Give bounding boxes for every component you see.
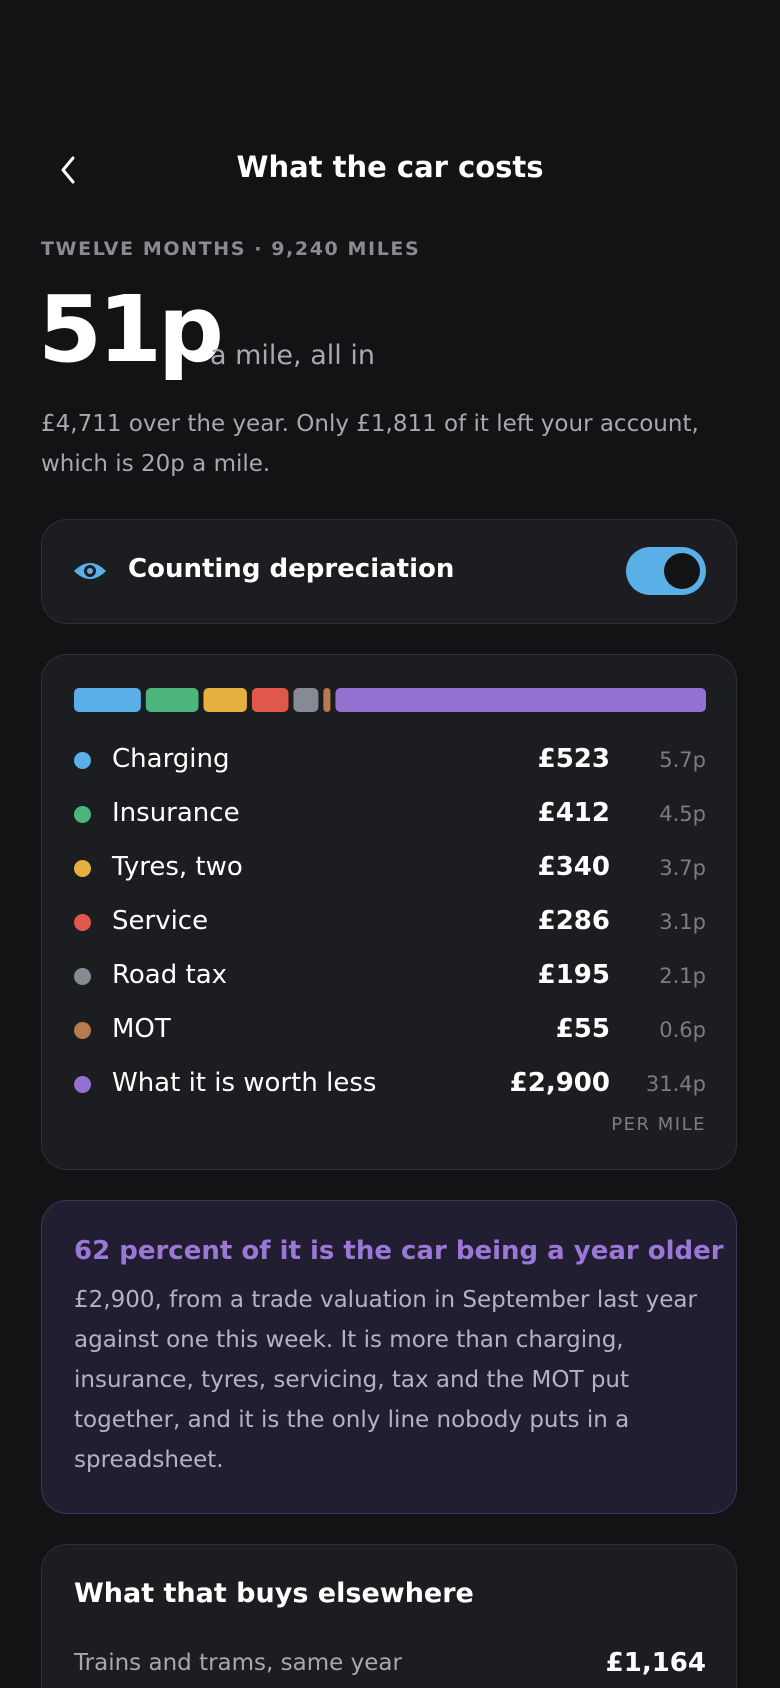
bar-segment	[323, 688, 331, 712]
legend-dot	[74, 806, 91, 823]
cost-bar	[74, 688, 706, 712]
per-mile-label: PER MILE	[611, 1114, 706, 1135]
period: TWELVE MONTHS · 9,240 MILES	[41, 238, 421, 260]
item-amount: £55	[555, 1014, 610, 1044]
bar-segment	[251, 688, 289, 712]
item-name: Charging	[112, 744, 230, 774]
item-amount: £340	[537, 852, 610, 882]
item-per-mile: 2.1p	[659, 964, 706, 988]
bar-segment	[145, 688, 199, 712]
legend-dot	[74, 860, 91, 877]
item-per-mile: 31.4p	[645, 1072, 706, 1096]
item-amount: £2,900	[509, 1068, 610, 1098]
bar-segment	[74, 688, 141, 712]
item-name: Tyres, two	[112, 852, 243, 882]
item-per-mile: 0.6p	[659, 1018, 706, 1042]
item-name: Insurance	[112, 798, 240, 828]
item-amount: £412	[537, 798, 610, 828]
item-amount: £523	[537, 744, 610, 774]
back-button[interactable]	[54, 154, 84, 186]
item-per-mile: 3.7p	[659, 856, 706, 880]
legend-dot	[74, 914, 91, 931]
breakdown-row: Insurance £412 4.5p	[74, 794, 706, 834]
breakdown-card	[41, 654, 737, 1170]
item-amount: £195	[537, 960, 610, 990]
item-per-mile: 4.5p	[659, 802, 706, 826]
legend-dot	[74, 1076, 91, 1093]
item-amount: £286	[537, 906, 610, 936]
toggle-switch[interactable]	[626, 547, 706, 595]
breakdown-row: MOT £55 0.6p	[74, 1010, 706, 1050]
legend-dot	[74, 752, 91, 769]
bar-segment	[293, 688, 319, 712]
headline-value: 51p	[38, 276, 224, 383]
breakdown-row: Road tax £195 2.1p	[74, 956, 706, 996]
item-name: MOT	[112, 1014, 171, 1044]
breakdown-row: Service £286 3.1p	[74, 902, 706, 942]
item-name: What it is worth less	[112, 1068, 377, 1098]
item-name: Service	[112, 906, 209, 936]
elsewhere-card	[41, 1544, 737, 1688]
breakdown-row: Charging £523 5.7p	[74, 740, 706, 780]
item-per-mile: 5.7p	[659, 748, 706, 772]
bar-segment	[203, 688, 247, 712]
legend-dot	[74, 1022, 91, 1039]
toggle-label: Counting depreciation	[128, 554, 455, 584]
breakdown-row: Tyres, two £340 3.7p	[74, 848, 706, 888]
breakdown-row: What it is worth less £2,900 31.4p	[74, 1064, 706, 1104]
summary: £4,711 over the year. Only £1,811 of it …	[41, 411, 699, 477]
legend-dot	[74, 968, 91, 985]
elsewhere-title: What that buys elsewhere	[74, 1578, 474, 1609]
headline-suffix: a mile, all in	[210, 340, 375, 371]
elsewhere-value: £1,164	[605, 1648, 706, 1678]
page-title: What the car costs	[236, 150, 544, 184]
callout-card	[41, 1200, 737, 1514]
eye-icon	[74, 563, 106, 579]
elsewhere-label: Trains and trams, same year	[74, 1650, 402, 1676]
item-per-mile: 3.1p	[659, 910, 706, 934]
item-name: Road tax	[112, 960, 228, 990]
callout-title: 62 percent of it is the car being a year…	[74, 1236, 724, 1266]
callout-body: £2,900, from a trade valuation in Septem…	[74, 1287, 697, 1473]
bar-segment	[335, 688, 706, 712]
toggle-card	[41, 519, 737, 624]
